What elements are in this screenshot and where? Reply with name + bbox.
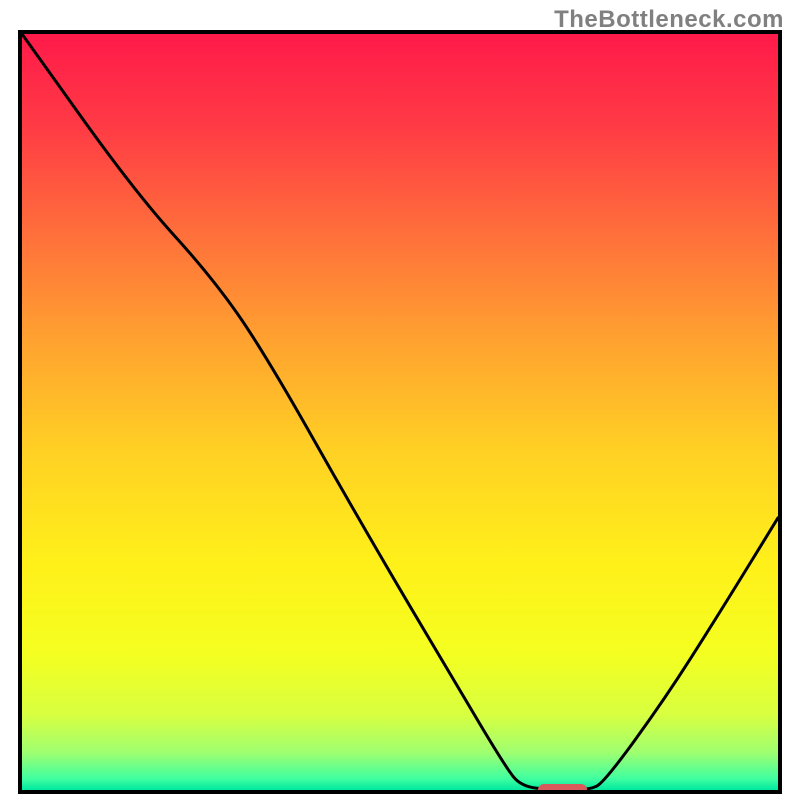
bottleneck-chart (18, 30, 782, 794)
gradient-fill (22, 34, 778, 790)
